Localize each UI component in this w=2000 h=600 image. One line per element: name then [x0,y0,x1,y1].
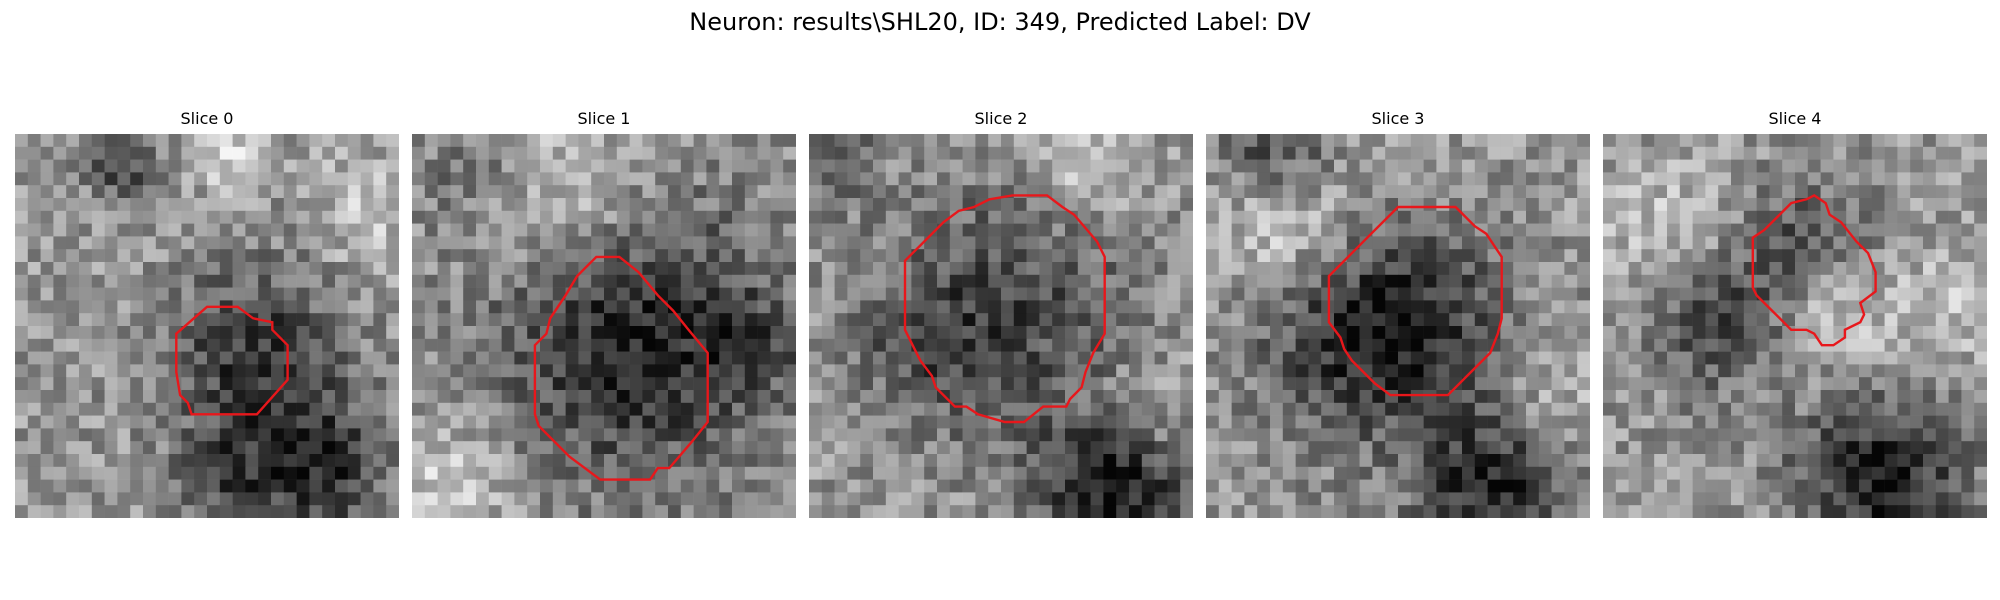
slice-image-2 [809,134,1193,518]
slice-pixels [1603,134,1987,518]
neuron-contour [1751,194,1877,347]
slice-pixels [1206,134,1590,518]
slice-image-3 [1206,134,1590,518]
slice-image-0 [15,134,399,518]
slice-title: Slice 2 [974,109,1028,128]
slice-panel-2: Slice 2 [809,108,1193,518]
slice-title: Slice 1 [577,109,631,128]
slice-pixels [412,134,796,518]
slice-title: Slice 4 [1768,109,1822,128]
figure-title: Neuron: results\SHL20, ID: 349, Predicte… [689,8,1311,36]
slice-panel-3: Slice 3 [1206,108,1590,518]
neuron-contour [903,194,1106,424]
neuron-contour [175,305,289,416]
slice-title: Slice 3 [1371,109,1425,128]
slice-image-1 [412,134,796,518]
neuron-contour [1327,205,1503,397]
slice-pixels [809,134,1193,518]
slice-panel-1: Slice 1 [412,108,796,518]
slice-panel-0: Slice 0 [15,108,399,518]
slice-panel-4: Slice 4 [1603,108,1987,518]
neuron-contour [533,255,709,481]
slice-image-4 [1603,134,1987,518]
slice-pixels [15,134,399,518]
slice-title: Slice 0 [180,109,234,128]
